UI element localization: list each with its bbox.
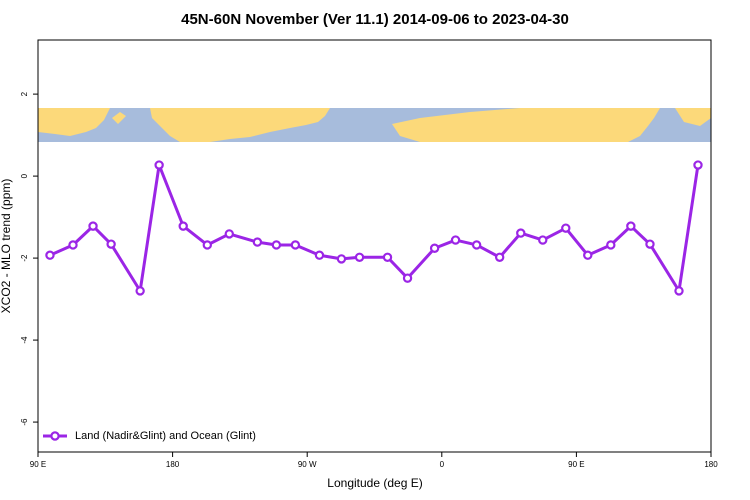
data-point [516,228,526,238]
data-point [224,229,234,239]
x-axis-label: Longitude (deg E) [327,476,422,490]
data-line [49,163,700,293]
data-point [538,235,548,245]
data-point [674,286,684,296]
y-tick-label: -6 [20,418,29,426]
data-point [178,221,188,231]
x-tick-label: 90 W [298,460,317,469]
x-tick-label: 90 E [568,460,584,469]
data-point [645,239,655,249]
data-point [252,237,263,247]
x-tick-label: 0 [440,460,445,469]
data-point [271,240,282,250]
data-point [154,160,164,170]
data-point [45,250,55,260]
data-point [135,286,145,296]
data-point [471,240,482,250]
data-point [561,223,571,233]
data-point [626,221,636,231]
data-point [336,254,347,264]
data-point [494,252,505,262]
y-tick-label: 2 [20,91,29,96]
x-tick-label: 180 [704,460,718,469]
data-point [450,235,461,245]
data-point [290,240,301,250]
data-point [429,243,440,253]
x-tick-label: 180 [166,460,180,469]
data-point [314,250,325,260]
data-point [68,240,78,250]
plot-frame [37,39,712,453]
y-tick-label: -4 [20,336,29,344]
data-point [88,221,98,231]
data-point [354,252,365,262]
data-point [402,273,413,283]
data-point [382,252,393,262]
data-point [606,240,616,250]
data-point [583,250,593,260]
map-strip [38,108,711,142]
y-tick-label: -2 [20,254,29,262]
legend-marker [50,431,60,441]
chart-title: 45N-60N November (Ver 11.1) 2014-09-06 t… [181,11,569,28]
data-point [106,239,116,249]
data-point [202,240,212,250]
x-tick-label: 90 E [30,460,46,469]
legend-label: Land (Nadir&Glint) and Ocean (Glint) [75,430,256,442]
y-axis-label: XCO2 - MLO trend (ppm) [0,179,13,314]
y-tick-label: 0 [20,173,29,178]
data-point [693,160,703,170]
